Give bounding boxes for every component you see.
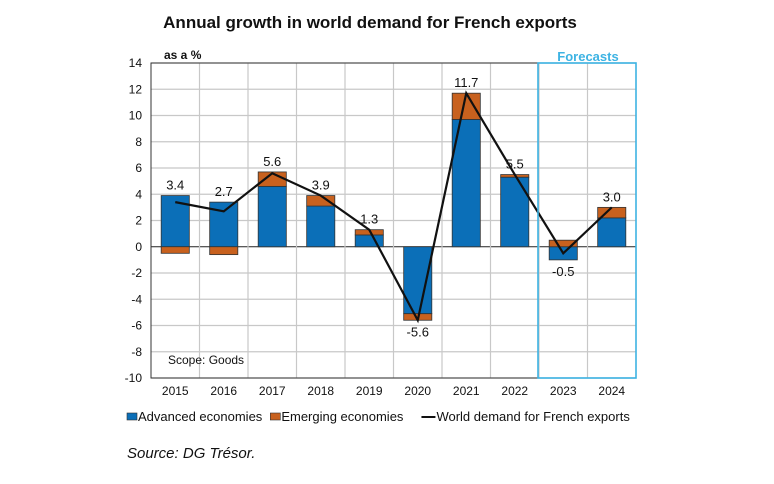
legend-label: Advanced economies (138, 409, 263, 424)
y-tick-label: 10 (129, 109, 143, 123)
data-label: 5.6 (263, 154, 281, 169)
y-tick-label: -6 (131, 319, 142, 333)
axes: 14 12 10 8 6 4 2 0 -2 -4 -6 -8 -10 2015 2016 2017 2018 20… (125, 56, 637, 398)
data-label: 11.7 (454, 75, 478, 90)
y-axis-label: as a % (164, 48, 202, 62)
x-tick-label: 2016 (210, 384, 237, 398)
bar-advanced-economies (257, 185, 287, 248)
legend-swatch (126, 412, 138, 421)
bar-emerging-economies (160, 246, 190, 254)
y-tick-label: 6 (135, 161, 142, 175)
data-label: 2.7 (215, 184, 233, 199)
legend-label: World demand for French exports (436, 409, 630, 424)
y-tick-label: -2 (131, 266, 142, 280)
x-tick-label: 2019 (356, 384, 383, 398)
y-tick-label: -8 (131, 345, 142, 359)
x-tick-label: 2024 (598, 384, 625, 398)
legend: Advanced economies Emerging economies Worl… (126, 409, 630, 424)
data-label: 5.5 (506, 157, 524, 172)
line-series (175, 90, 613, 324)
data-label: 1.3 (360, 212, 378, 227)
data-label: -0.5 (552, 264, 574, 279)
x-tick-label: 2020 (404, 384, 431, 398)
x-tick-label: 2022 (501, 384, 528, 398)
y-tick-label: 8 (135, 135, 142, 149)
bar-emerging-economies (209, 246, 239, 256)
source-note: Source: DG Trésor. (127, 445, 255, 462)
data-label: 3.4 (166, 178, 184, 193)
y-tick-label: -4 (131, 292, 142, 306)
y-tick-label: 4 (135, 187, 142, 201)
y-tick-label: 12 (129, 82, 143, 96)
x-tick-label: 2021 (453, 384, 480, 398)
x-tick-label: 2017 (259, 384, 286, 398)
data-labels: 3.4 2.7 5.6 3.9 1.3 -5.6 11.7 5.5 -0.5 3.0 (166, 75, 621, 339)
scope-annotation: Scope: Goods (168, 353, 244, 367)
forecast-box (537, 62, 637, 379)
line-world-demand (175, 90, 613, 324)
y-tick-label: 2 (135, 214, 142, 228)
bar-advanced-economies (597, 217, 627, 248)
y-tick-label: 14 (129, 56, 143, 70)
x-tick-label: 2023 (550, 384, 577, 398)
data-label: -5.6 (407, 324, 429, 339)
chart-title: Annual growth in world demand for French… (163, 13, 577, 32)
bar-advanced-economies (500, 176, 530, 248)
bar-advanced-economies (354, 234, 384, 248)
forecast-label: Forecasts (557, 49, 618, 64)
legend-label: Emerging economies (281, 409, 404, 424)
y-tick-label: -10 (125, 371, 143, 385)
data-label: 3.0 (603, 189, 621, 204)
bar-advanced-economies (306, 205, 336, 248)
bar-emerging-economies (306, 195, 336, 207)
bars (160, 92, 627, 321)
x-tick-label: 2018 (307, 384, 334, 398)
bar-emerging-economies (548, 239, 578, 248)
legend-swatch (270, 412, 281, 421)
x-tick-label: 2015 (162, 384, 189, 398)
y-tick-label: 0 (135, 240, 142, 254)
data-label: 3.9 (312, 178, 330, 193)
